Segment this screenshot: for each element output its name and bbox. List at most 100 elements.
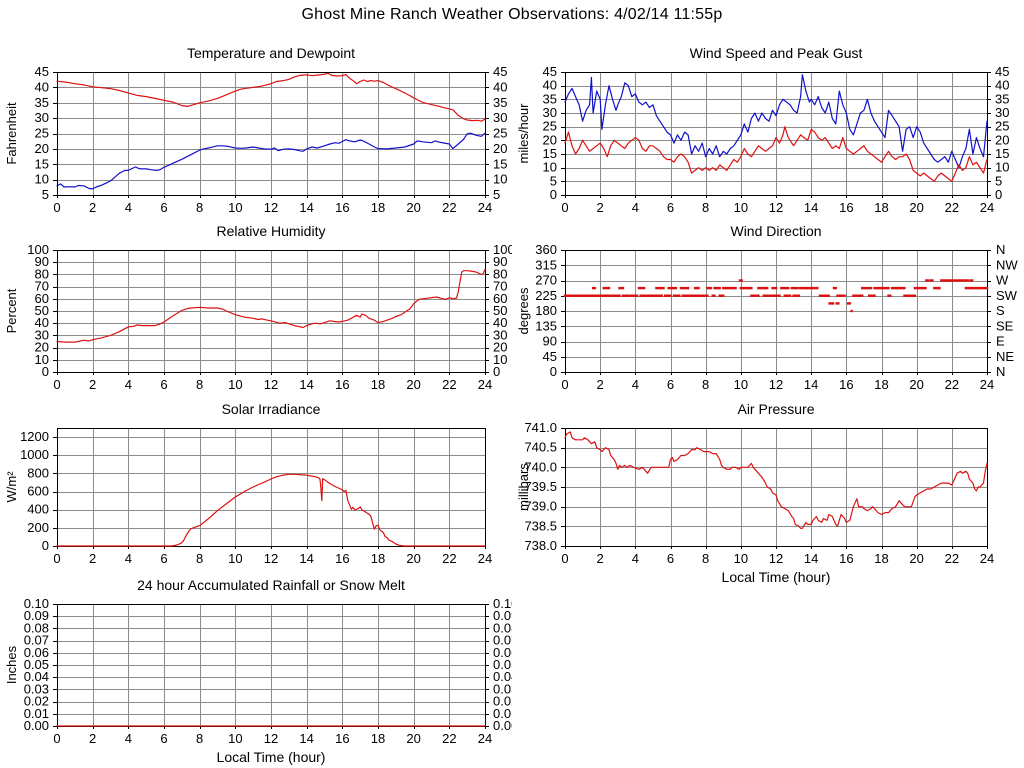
scatter-dot [837, 302, 840, 305]
chart-wind-speed-gust: 0 0 5 5 10 10 15 15 20 20 25 25 30 30 35 35 40 40 45 45 0 2 4 6… [512, 36, 1024, 215]
rainfall-tick-labels: 0.000.000.010.010.020.020.030.030.040.04… [24, 596, 519, 746]
y-tick-label: 40 [35, 79, 49, 94]
y-tick-label-right: 30 [995, 105, 1009, 120]
scatter-dot [709, 286, 713, 290]
x-tick-label: 6 [667, 200, 674, 214]
scatter-dot [913, 294, 917, 297]
x-tick-label: 18 [874, 200, 888, 214]
scatter-dot [681, 286, 684, 290]
x-tick-label: 20 [406, 551, 420, 566]
y-tick-label: 30 [35, 110, 49, 125]
scatter-dot [591, 294, 595, 297]
x-tick-label: 22 [442, 731, 456, 746]
scatter-dot [980, 286, 983, 290]
scatter-dot [623, 294, 626, 297]
scatter-dot [926, 279, 930, 282]
relative-humidity-axes [53, 250, 489, 375]
scatter-dot [590, 294, 593, 297]
y-tick-label: 800 [27, 465, 49, 480]
scatter-dot [671, 286, 674, 290]
scatter-dot [880, 286, 883, 290]
x-tick-label: 22 [442, 551, 456, 566]
scatter-dot [718, 294, 721, 297]
y-tick-label: 70 [35, 279, 49, 294]
scatter-dot [723, 286, 727, 290]
y-tick-label-right: 5 [995, 173, 1002, 188]
scatter-dot [762, 294, 765, 297]
air-pressure-xlabel: Local Time (hour) [722, 569, 831, 585]
scatter-dot [919, 286, 922, 290]
scatter-dot [676, 294, 679, 297]
x-tick-label: 22 [442, 377, 456, 392]
y-tick-label: 0.09 [24, 608, 49, 623]
scatter-dot [827, 294, 830, 297]
scatter-dot [648, 294, 651, 297]
x-tick-label: 24 [980, 200, 994, 214]
scatter-dot [651, 294, 655, 297]
scatter-dot [657, 294, 660, 297]
scatter-dot [591, 286, 595, 290]
scatter-dot [725, 286, 728, 290]
scatter-dot [800, 286, 803, 290]
x-tick-label: 8 [702, 551, 709, 566]
wind-direction-axes [561, 250, 991, 375]
x-tick-label: 12 [769, 200, 783, 214]
scatter-dot [697, 294, 700, 297]
x-tick-label: 20 [406, 731, 420, 746]
y-tick-label: 0 [550, 187, 557, 202]
x-tick-label: 2 [597, 200, 604, 214]
y-tick-label-right: 10 [995, 160, 1009, 175]
scatter-dot [750, 294, 753, 297]
scatter-dot [846, 302, 850, 305]
scatter-dot [908, 294, 911, 297]
scatter-dot [843, 294, 846, 297]
scatter-dot [774, 286, 778, 290]
x-tick-label: 10 [228, 200, 242, 214]
y-tick-label: 1200 [20, 429, 49, 444]
scatter-dot [924, 286, 927, 290]
scatter-dot [632, 294, 635, 297]
scatter-dot [866, 286, 869, 290]
y-tick-label: 738.5 [524, 518, 557, 533]
x-tick-label: 10 [228, 731, 242, 746]
scatter-dot [653, 294, 656, 297]
scatter-dot [614, 294, 618, 297]
x-tick-label: 8 [196, 377, 203, 392]
y-tick-label-right: 40 [493, 315, 507, 330]
scatter-dot [722, 294, 725, 297]
x-tick-label: 14 [299, 731, 313, 746]
y-tick-label-right: 0.04 [493, 669, 512, 684]
scatter-dot [787, 294, 790, 297]
scatter-dot [890, 286, 894, 290]
scatter-dot [738, 279, 742, 282]
scatter-dot [824, 294, 827, 297]
x-tick-label: 14 [299, 200, 313, 214]
scatter-dot [581, 294, 584, 297]
scatter-dot [904, 294, 908, 297]
scatter-dot [875, 286, 878, 290]
x-tick-label: 16 [839, 200, 853, 214]
x-tick-label: 10 [228, 551, 242, 566]
scatter-dot [903, 286, 906, 290]
scatter-dot [593, 286, 597, 290]
rainfall-xlabel: Local Time (hour) [217, 749, 326, 765]
x-tick-label: 14 [804, 200, 818, 214]
y-tick-label: 45 [543, 64, 557, 79]
x-tick-label: 2 [597, 551, 604, 566]
scatter-dot [657, 286, 660, 290]
x-tick-label: 14 [299, 377, 313, 392]
air-pressure-axes [561, 428, 988, 549]
x-tick-label: 4 [125, 551, 132, 566]
x-tick-label: 24 [478, 731, 492, 746]
x-tick-label: 12 [264, 551, 278, 566]
scatter-dot [688, 294, 691, 297]
scatter-dot [662, 286, 665, 290]
y-tick-label: 741.0 [524, 420, 557, 435]
y-tick-label: 5 [550, 173, 557, 188]
y-tick-label: 180 [535, 303, 557, 318]
scatter-dot [628, 294, 632, 297]
scatter-dot [644, 294, 648, 297]
wind-speed-gust-grid [565, 72, 987, 195]
